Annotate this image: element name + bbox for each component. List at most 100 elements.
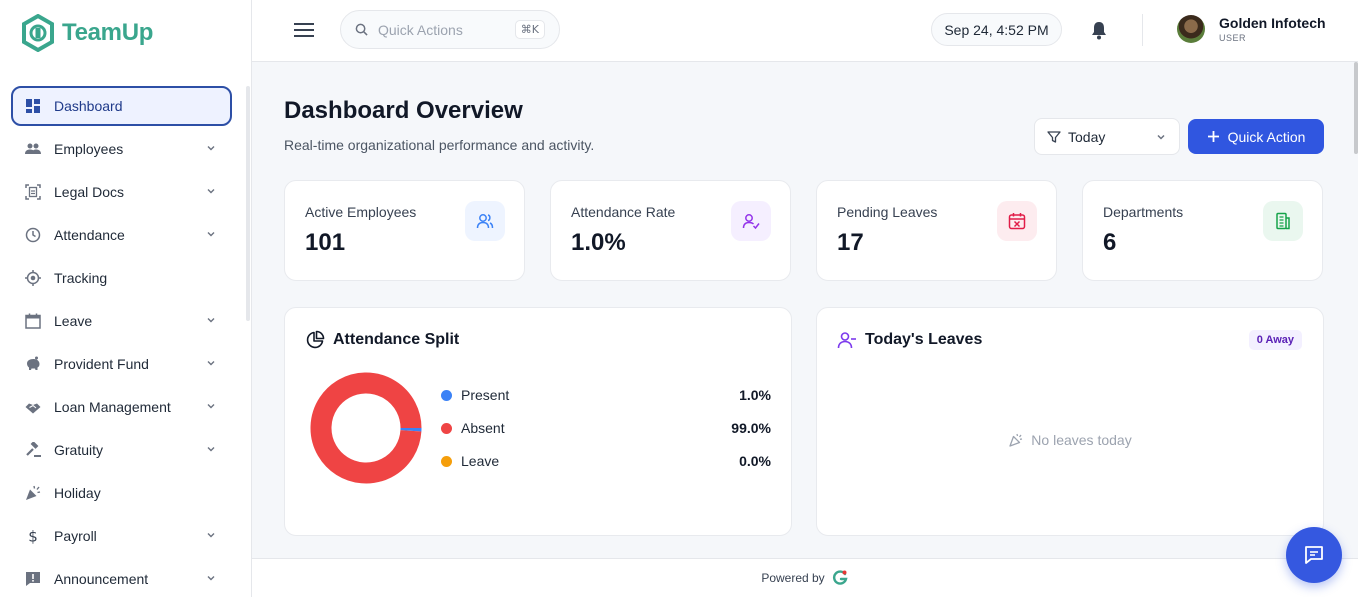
document-scan-icon — [25, 184, 41, 200]
stat-card-active-employees[interactable]: Active Employees 101 — [284, 180, 525, 281]
notification-bell-icon[interactable] — [1090, 20, 1108, 40]
page-subtitle: Real-time organizational performance and… — [284, 137, 595, 153]
svg-text:$: $ — [28, 528, 38, 544]
stat-card-attendance-rate[interactable]: Attendance Rate 1.0% — [550, 180, 791, 281]
sidebar-scrollbar[interactable] — [246, 86, 250, 321]
user-avatar[interactable] — [1177, 15, 1205, 43]
footer: Powered by — [252, 558, 1358, 597]
sidebar-item-legal-docs[interactable]: Legal Docs — [11, 172, 232, 212]
sidebar-item-holiday[interactable]: Holiday — [11, 473, 232, 513]
legend-item-absent: Absent 99.0% — [441, 418, 771, 438]
legend-label: Absent — [461, 420, 505, 436]
hamburger-menu-icon[interactable] — [292, 20, 316, 40]
quick-action-label: Quick Action — [1227, 128, 1306, 145]
user-minus-icon — [837, 332, 856, 349]
quick-actions-search[interactable]: Quick Actions ⌘K — [340, 10, 560, 49]
chevron-down-icon — [207, 189, 215, 194]
stat-value: 1.0% — [571, 229, 626, 256]
chevron-down-icon — [207, 318, 215, 323]
user-role: USER — [1219, 33, 1247, 43]
stat-label: Pending Leaves — [837, 204, 938, 220]
stat-value: 6 — [1103, 229, 1117, 256]
piggy-bank-icon — [27, 356, 40, 370]
pie-chart-icon — [306, 330, 325, 349]
sidebar-item-tracking[interactable]: Tracking — [11, 258, 232, 298]
donut-slice-absent[interactable] — [310, 372, 422, 484]
stat-card-departments[interactable]: Departments 6 — [1082, 180, 1323, 281]
sidebar-item-attendance[interactable]: Attendance — [11, 215, 232, 255]
sidebar-item-label: Provident Fund — [54, 356, 149, 372]
filter-icon — [1047, 130, 1061, 143]
todays-leaves-title: Today's Leaves — [865, 331, 983, 348]
users-icon — [476, 214, 494, 229]
stat-icon-badge — [731, 201, 771, 241]
sidebar-item-loan-management[interactable]: Loan Management — [11, 387, 232, 427]
dollar-icon: $ — [28, 528, 38, 544]
todays-leaves-card: Today's Leaves 0 Away No leaves today — [816, 307, 1324, 536]
legend-value: 0.0% — [739, 453, 771, 469]
sidebar-item-provident-fund[interactable]: Provident Fund — [11, 344, 232, 384]
page-title: Dashboard Overview — [284, 97, 523, 124]
stat-label: Active Employees — [305, 204, 417, 220]
header-divider — [1142, 14, 1143, 46]
legend-dot — [441, 455, 452, 467]
chevron-down-icon — [207, 146, 215, 151]
legend-value: 99.0% — [731, 420, 771, 436]
sidebar-item-dashboard[interactable]: Dashboard — [11, 86, 232, 126]
handshake-icon — [25, 403, 41, 414]
party-popper-icon — [1009, 433, 1023, 447]
sidebar: TeamUp Dashboard Employees Legal Docs Atten… — [0, 0, 252, 597]
app-logo[interactable]: TeamUp — [20, 14, 153, 52]
chevron-down-icon — [207, 447, 215, 452]
calendar-icon — [25, 313, 41, 329]
empty-state-text: No leaves today — [1031, 432, 1132, 448]
sidebar-item-label: Attendance — [54, 227, 125, 243]
powered-by-text: Powered by — [761, 571, 825, 585]
search-placeholder: Quick Actions — [378, 21, 463, 38]
stat-card-pending-leaves[interactable]: Pending Leaves 17 — [816, 180, 1057, 281]
attendance-split-title: Attendance Split — [333, 331, 460, 348]
sidebar-item-employees[interactable]: Employees — [11, 129, 232, 169]
date-filter-select[interactable]: Today — [1034, 118, 1180, 155]
clock-icon — [25, 227, 41, 243]
sidebar-item-label: Gratuity — [54, 442, 104, 458]
chevron-down-icon — [1157, 134, 1165, 140]
building-icon — [1276, 212, 1290, 230]
sidebar-item-label: Payroll — [54, 528, 97, 544]
target-icon — [25, 270, 41, 286]
sidebar-item-announcement[interactable]: Announcement — [11, 559, 232, 597]
sidebar-item-label: Tracking — [54, 270, 108, 286]
attendance-donut-chart[interactable] — [304, 366, 428, 490]
calendar-x-icon — [1008, 213, 1026, 230]
current-datetime: Sep 24, 4:52 PM — [931, 13, 1062, 46]
away-count-badge: 0 Away — [1248, 330, 1302, 350]
stat-icon-badge — [997, 201, 1037, 241]
sidebar-item-label: Legal Docs — [54, 184, 125, 200]
chevron-down-icon — [207, 404, 215, 409]
party-icon — [26, 485, 41, 500]
chat-icon — [1305, 546, 1323, 564]
quick-action-button[interactable]: Quick Action — [1188, 119, 1324, 154]
sidebar-item-label: Announcement — [54, 571, 149, 587]
search-icon — [355, 23, 368, 36]
chevron-down-icon — [207, 533, 215, 538]
attendance-split-card: Attendance Split Present 1.0% Absent 99.0% L… — [284, 307, 792, 536]
dashboard-icon — [26, 99, 40, 113]
announcement-icon — [26, 572, 40, 586]
legend-item-present: Present 1.0% — [441, 385, 771, 405]
page-scrollbar[interactable] — [1354, 62, 1358, 154]
filter-value: Today — [1068, 128, 1106, 145]
stat-value: 17 — [837, 229, 864, 256]
sidebar-item-payroll[interactable]: $ Payroll — [11, 516, 232, 556]
legend-value: 1.0% — [739, 387, 771, 403]
app-name: TeamUp — [62, 19, 154, 46]
legend-label: Present — [461, 387, 510, 403]
sidebar-item-label: Loan Management — [54, 399, 171, 415]
chevron-down-icon — [207, 576, 215, 581]
chat-button[interactable] — [1286, 527, 1342, 583]
sidebar-item-gratuity[interactable]: Gratuity — [11, 430, 232, 470]
user-name[interactable]: Golden Infotech — [1219, 15, 1326, 31]
sidebar-nav: Dashboard Employees Legal Docs Attendance Tr… — [11, 86, 232, 597]
company-logo-icon[interactable] — [831, 569, 849, 587]
sidebar-item-leave[interactable]: Leave — [11, 301, 232, 341]
